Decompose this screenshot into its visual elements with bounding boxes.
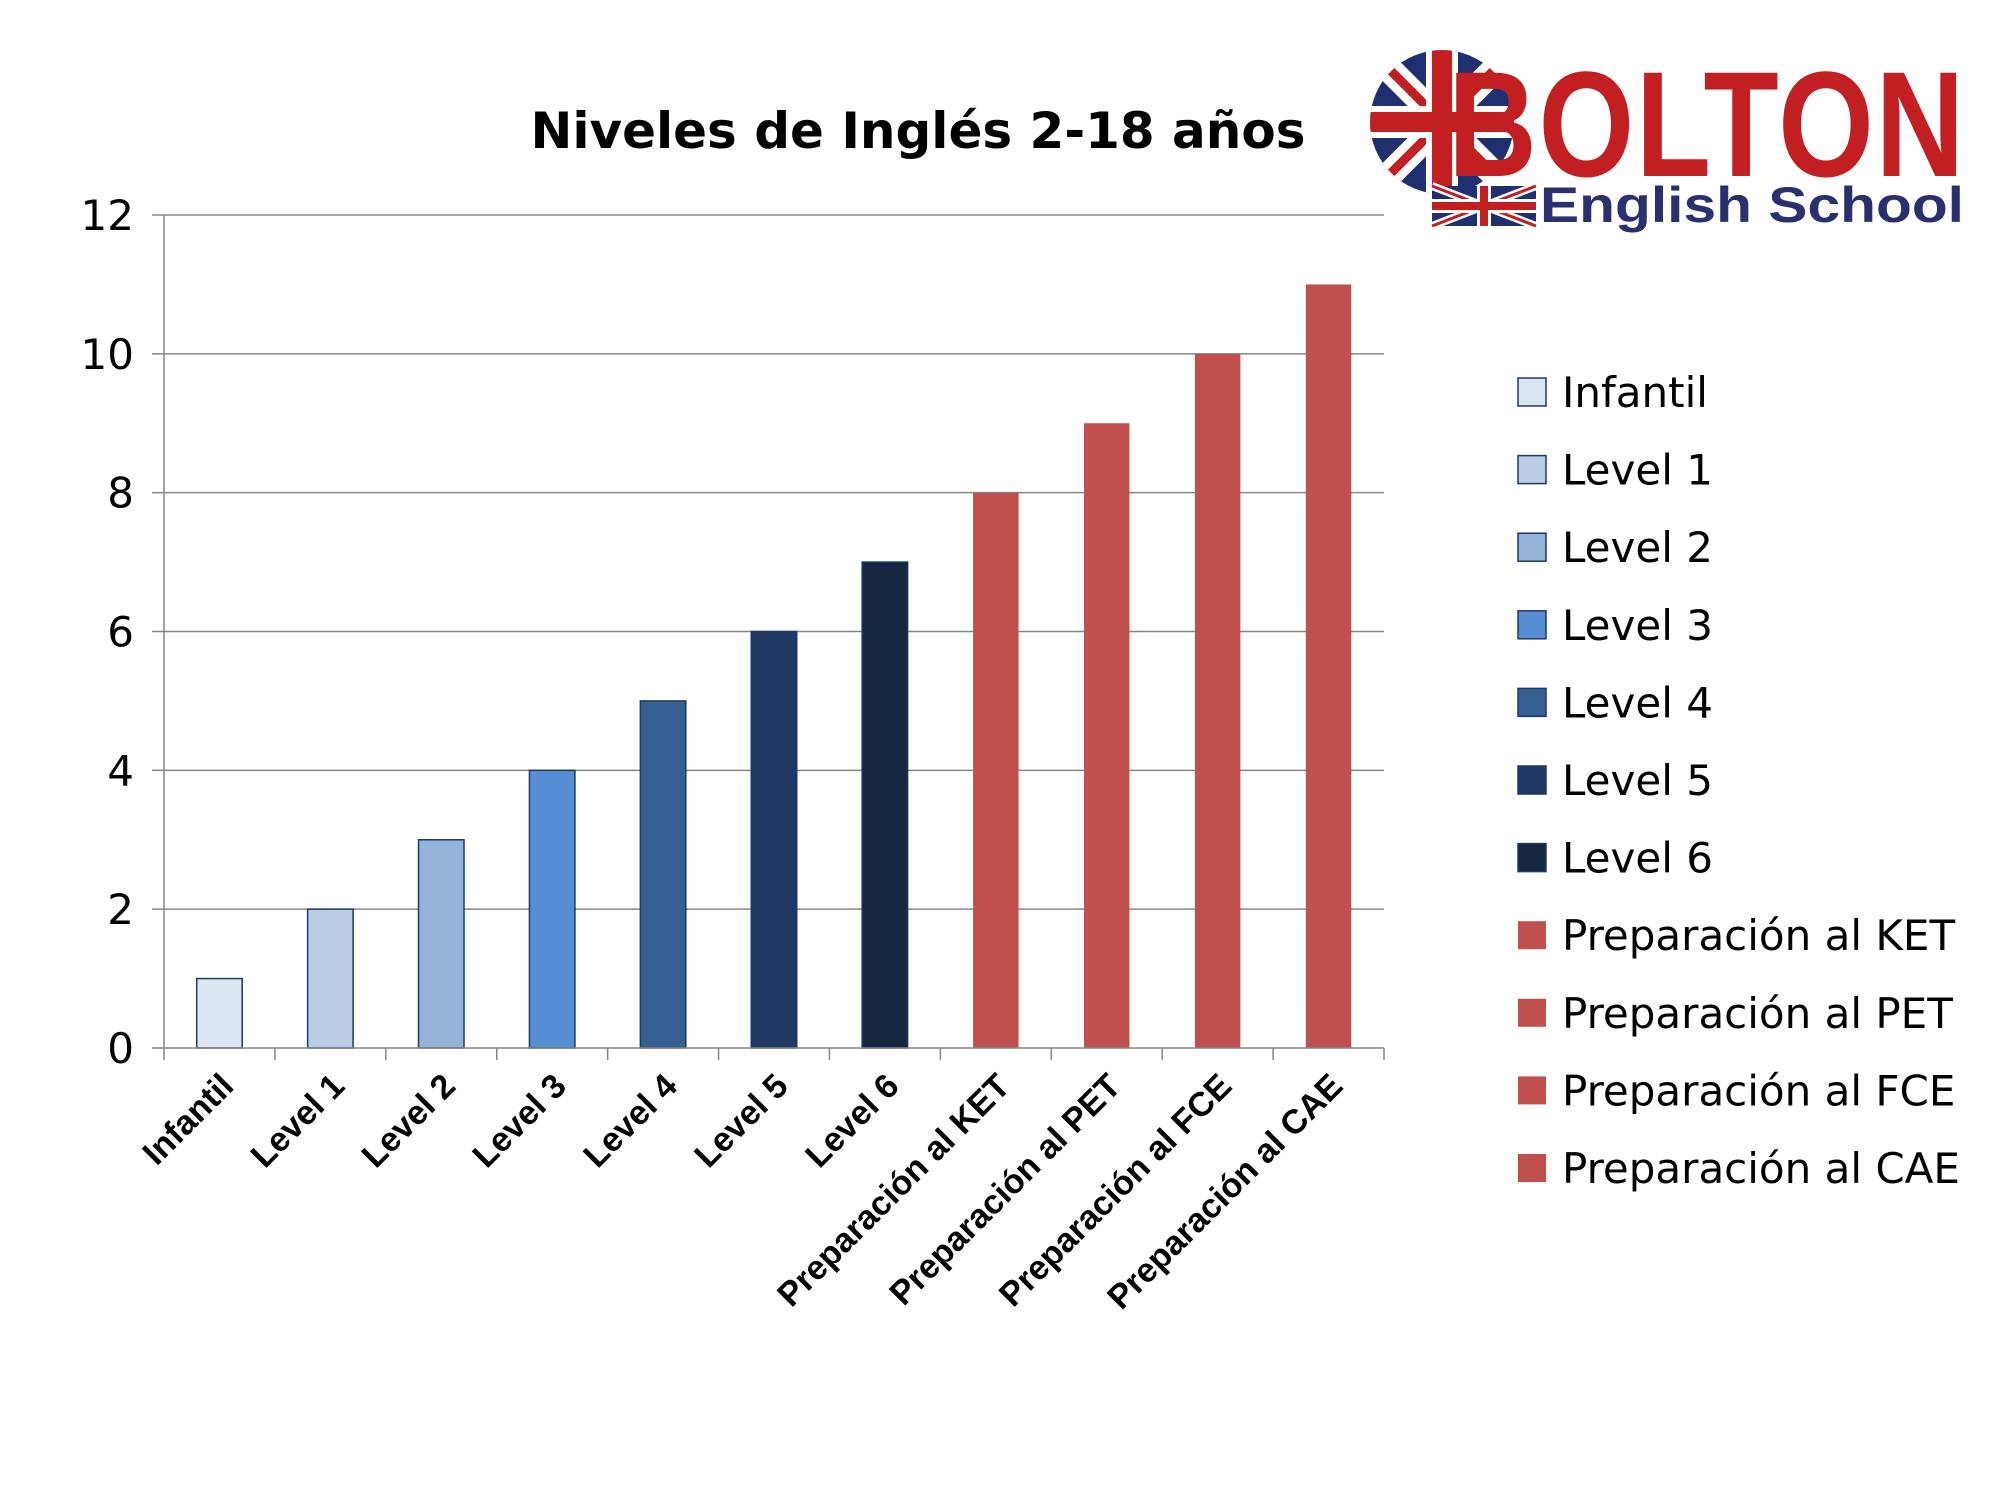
- y-tick-label: 10: [81, 330, 134, 379]
- bar-7: [973, 492, 1019, 1049]
- x-tick-label: Level 1: [244, 1067, 352, 1175]
- bar-10: [1305, 284, 1352, 1049]
- y-axis: 0 2 4 6 8 10 12: [81, 191, 165, 1073]
- legend-swatch: [1517, 610, 1547, 640]
- legend-swatch: [1517, 532, 1547, 562]
- bar-6: [861, 561, 909, 1049]
- bolton-logo: BOLTON English School: [1370, 40, 1966, 233]
- legend-label: Level 1: [1562, 446, 1713, 495]
- bar-0: [195, 977, 243, 1049]
- legend-label: Infantil: [1562, 368, 1708, 417]
- bar-8: [1083, 423, 1130, 1048]
- legend-swatch: [1517, 377, 1547, 407]
- x-axis: Infantil Level 1 Level 2 Level 3 Level 4 Leve…: [135, 1047, 1385, 1317]
- x-tick-label: Level 3: [465, 1067, 573, 1175]
- legend-swatch: [1518, 1154, 1546, 1182]
- legend-swatch: [1518, 998, 1546, 1027]
- bar-4: [639, 700, 687, 1049]
- legend-label: Level 4: [1562, 678, 1713, 727]
- y-tick-label: 2: [107, 885, 134, 934]
- y-tick-label: 6: [107, 608, 134, 657]
- x-tick-label: Infantil: [135, 1067, 241, 1173]
- legend-label: Preparación al PET: [1562, 989, 1953, 1038]
- legend-swatch: [1518, 1076, 1546, 1105]
- legend-swatch: [1517, 765, 1547, 795]
- x-tick-label: Level 5: [687, 1067, 795, 1175]
- bars: [195, 284, 1352, 1049]
- union-jack-emblem-icon: [1370, 50, 1514, 194]
- x-tick-label: Level 2: [355, 1067, 463, 1175]
- legend: Infantil Level 1 Level 2 Level 3 Level 4 Leve…: [1517, 368, 1960, 1193]
- x-tick-label: Level 6: [798, 1067, 906, 1175]
- legend-swatch: [1517, 454, 1547, 485]
- y-tick-label: 8: [107, 469, 134, 518]
- bar-3: [528, 769, 576, 1049]
- legend-label: Level 5: [1562, 756, 1713, 805]
- x-tick-label: Level 4: [576, 1067, 684, 1175]
- legend-swatch: [1517, 842, 1547, 873]
- legend-label: Level 3: [1562, 601, 1713, 650]
- bar-5: [750, 630, 798, 1049]
- legend-label: Level 2: [1562, 523, 1713, 572]
- bar-1: [306, 908, 354, 1049]
- legend-swatch: [1517, 687, 1547, 718]
- logo-wordmark: BOLTON: [1448, 40, 1966, 208]
- legend-label: Preparación al CAE: [1562, 1144, 1960, 1193]
- bar-9: [1194, 353, 1241, 1048]
- logo-subtitle: English School: [1540, 177, 1964, 233]
- y-tick-label: 0: [107, 1024, 134, 1073]
- small-union-jack-icon: [1430, 182, 1538, 230]
- chart-title: Niveles de Inglés 2-18 años: [531, 102, 1306, 160]
- legend-swatch: [1518, 921, 1546, 950]
- y-tick-label: 12: [81, 191, 134, 240]
- legend-label: Preparación al FCE: [1562, 1066, 1955, 1115]
- legend-label: Preparación al KET: [1562, 911, 1955, 960]
- legend-label: Level 6: [1562, 834, 1713, 883]
- bar-2: [417, 839, 465, 1049]
- y-tick-label: 4: [107, 746, 134, 795]
